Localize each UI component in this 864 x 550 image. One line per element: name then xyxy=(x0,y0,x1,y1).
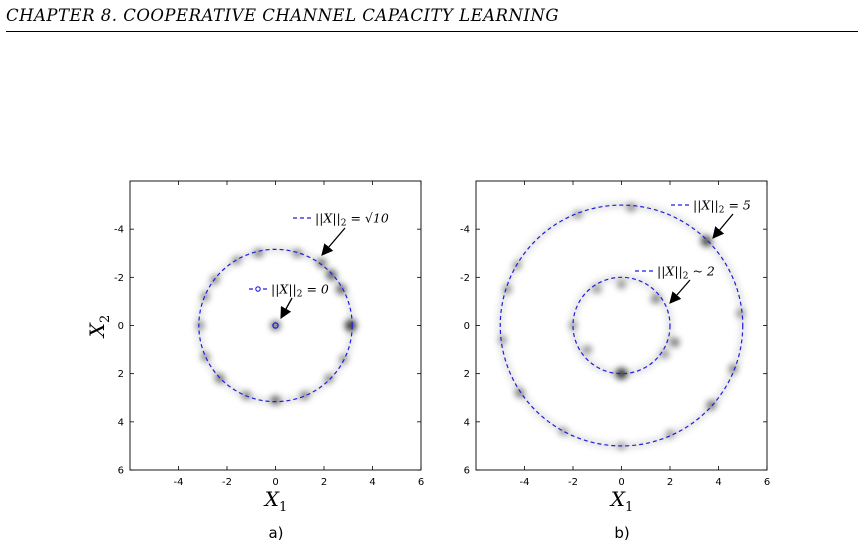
x-tick-label: 0 xyxy=(618,477,624,488)
density-layer xyxy=(497,202,746,450)
y-tick-label: -4 xyxy=(114,225,124,236)
legend-entry: ||X||2 = 5 xyxy=(671,198,751,239)
y-tick-label: 0 xyxy=(464,321,470,332)
legend-label: ||X||2 = 0 xyxy=(271,282,329,300)
y-tick-label: -2 xyxy=(114,273,124,284)
x-tick-label: 4 xyxy=(369,477,375,488)
annotation-arrow xyxy=(712,213,734,239)
legend-marker xyxy=(255,286,261,292)
panel-label: b) xyxy=(614,524,629,542)
axes-frame xyxy=(475,180,768,471)
legend-label: ||X||2 ~ 2 xyxy=(657,264,715,282)
x-tick-label: -2 xyxy=(222,477,232,488)
origin-marker xyxy=(272,322,279,329)
running-title: CHAPTER 8. COOPERATIVE CHANNEL CAPACITY … xyxy=(6,6,560,25)
y-tick-label: 4 xyxy=(464,417,470,428)
legend-label: ||X||2 = √10 xyxy=(315,211,389,229)
x-tick-label: -2 xyxy=(568,477,578,488)
x-axis-label: X1 xyxy=(263,487,288,515)
panel-label: a) xyxy=(268,524,283,542)
density-point xyxy=(617,280,626,289)
legend-entry: ||X||2 = 0 xyxy=(249,282,329,320)
x-axis-label: X1 xyxy=(609,487,634,515)
annotation-arrow xyxy=(321,227,346,256)
y-tick-label: -2 xyxy=(460,273,470,284)
y-tick-label: 4 xyxy=(118,417,124,428)
annotation-arrow xyxy=(669,279,691,304)
x-tick-label: -4 xyxy=(174,477,184,488)
reference-circle xyxy=(572,276,671,375)
panel-a-chart: -4 -2 0 2 4 6 -4 -2 0 2 4 6 X1 X2 ||X||2 = √10 ||X||2 =… xyxy=(85,180,424,542)
y-tick-label: 6 xyxy=(118,466,124,477)
y-tick-label: -4 xyxy=(460,225,470,236)
x-tick-label: 0 xyxy=(272,477,278,488)
y-tick-label: 6 xyxy=(464,466,470,477)
y-axis-label: X2 xyxy=(85,315,113,340)
x-tick-label: 2 xyxy=(667,477,673,488)
reference-circle xyxy=(499,204,744,447)
x-tick-label: 6 xyxy=(764,477,770,488)
legend-entry: ||X||2 = √10 xyxy=(293,211,389,256)
density-point xyxy=(583,345,592,354)
x-tick-label: 4 xyxy=(715,477,721,488)
ring-haze xyxy=(497,202,746,449)
x-tick-label: 6 xyxy=(418,477,424,488)
reference-circle xyxy=(198,248,353,403)
legend-entry: ||X||2 ~ 2 xyxy=(635,264,715,304)
y-tick-label: 2 xyxy=(464,369,470,380)
y-tick-label: 2 xyxy=(118,369,124,380)
y-tick-label: 0 xyxy=(118,321,124,332)
panel-b-chart: -4 -2 0 2 4 6 -4 -2 0 2 4 6 X1 ||X||2 = 5 ||X||2 ~ 2 b) xyxy=(460,180,770,542)
x-tick-label: -4 xyxy=(520,477,530,488)
density-layer xyxy=(195,246,357,406)
x-tick-label: 2 xyxy=(321,477,327,488)
header-rule xyxy=(6,31,858,32)
annotation-arrow xyxy=(280,297,293,320)
density-point xyxy=(270,320,281,331)
legend-label: ||X||2 = 5 xyxy=(693,198,751,216)
density-point xyxy=(670,337,680,348)
